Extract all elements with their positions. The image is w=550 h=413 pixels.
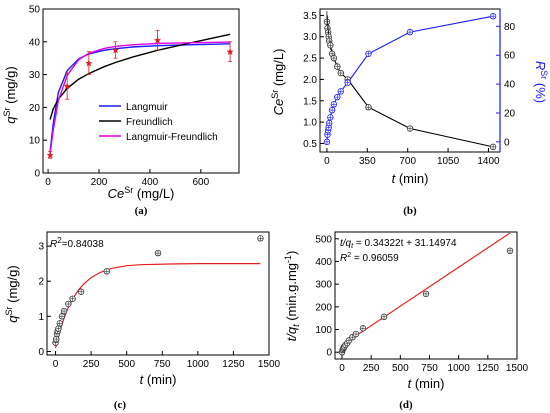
data-point — [154, 36, 162, 44]
x-tick-label: 250 — [83, 359, 100, 370]
x-tick-label: 200 — [91, 177, 108, 188]
ylabel-a: qSr (mg/g) — [2, 66, 18, 123]
x-tick-label: 1050 — [437, 156, 460, 167]
x-tick-label: 0 — [339, 363, 345, 374]
y2-tick-label: 0 — [504, 137, 510, 148]
linear-fit-line-d — [341, 232, 511, 346]
data-point — [85, 59, 93, 67]
x-tick-label: 700 — [399, 156, 416, 167]
ylabel-b: CeSr (mg/L) — [270, 49, 286, 116]
y-tick-label: 0.5 — [303, 139, 317, 150]
y-tick-label: 0 — [38, 347, 44, 358]
x-tick-label: 1500 — [506, 363, 529, 374]
y-tick-label: 200 — [315, 302, 332, 313]
y-tick-label: 2.0 — [303, 75, 317, 86]
panel-c: 0 250 500 750 1000 1250 1500 0 1 2 3 R2=0.84038 qS… — [4, 231, 281, 411]
data-point — [226, 48, 234, 56]
y-tick-label: 400 — [315, 257, 332, 268]
y-tick-label: 1 — [38, 312, 44, 323]
y-tick-label: 0 — [34, 169, 40, 180]
plot-frame-a — [42, 8, 240, 174]
panel-b: 0 350 700 1050 1400 0.5 1.0 1.5 2.0 2.5 3.0 3.5 0 20 4… — [270, 8, 549, 217]
x-tick-label: 0 — [324, 156, 330, 167]
x-tick-label: 0 — [45, 177, 51, 188]
xlabel-d: t (min) — [408, 376, 445, 391]
ylabel2-b: RSr (%) — [533, 61, 549, 103]
ylabel-c: qSr (mg/g) — [4, 265, 20, 322]
legend-a: Langmuir Freundlich Langmuir-Freundlich — [99, 102, 218, 143]
legend-label-langmuir: Langmuir — [126, 102, 168, 113]
legend-label-langmuir-freundlich: Langmuir-Freundlich — [126, 132, 218, 143]
y-tick-label: 500 — [315, 234, 332, 245]
data-point — [63, 82, 71, 90]
x-tick-label: 500 — [118, 359, 135, 370]
y2-tick-label: 60 — [504, 51, 516, 62]
y-tick-label: 3.0 — [303, 32, 317, 43]
r2-annotation-c: R2=0.84038 — [50, 236, 104, 250]
x-tick-label: 1000 — [448, 363, 471, 374]
y-tick-label: 1.0 — [303, 118, 317, 129]
y-tick-label: 3 — [38, 242, 44, 253]
x-tick-label: 0 — [53, 359, 59, 370]
r2-annotation-d: R2 = 0.96059 — [340, 252, 399, 264]
plot-frame-d — [334, 231, 518, 360]
y-tick-label: 1.5 — [303, 96, 317, 107]
x-tick-label: 500 — [392, 363, 409, 374]
x-tick-label: 750 — [154, 359, 171, 370]
y-tick-label: 2.5 — [303, 54, 317, 65]
y-tick-label: 50 — [29, 5, 41, 16]
x-tick-label: 1500 — [258, 359, 281, 370]
y-tick-label: 0 — [326, 348, 332, 359]
y-tick-label: 300 — [315, 280, 332, 291]
y2-tick-label: 80 — [504, 22, 516, 33]
fit-line-c — [54, 263, 261, 349]
x-tick-label: 400 — [142, 177, 159, 188]
caption-c: (c) — [114, 399, 127, 411]
fit-line-freundlich — [49, 33, 231, 120]
y-tick-label: 30 — [29, 70, 41, 81]
x-tick-label: 600 — [192, 177, 209, 188]
caption-d: (d) — [399, 399, 413, 411]
legend-label-freundlich: Freundlich — [126, 117, 173, 128]
equation-d: t/qt = 0.34322t + 31.14974 — [340, 238, 457, 250]
x-tick-label: 1400 — [477, 156, 500, 167]
y2-tick-label: 40 — [504, 80, 516, 91]
plot-frame-c — [46, 231, 270, 356]
panel-d: 0 250 500 750 1000 1250 1500 0 100 200 300 400 500 t… — [283, 231, 529, 411]
y-tick-label: 2 — [38, 277, 44, 288]
y-tick-label: 10 — [29, 136, 41, 147]
ylabel-d: t/qt (min.g.mg-1) — [283, 251, 301, 342]
panel-a: 0 200 400 600 0 10 20 30 40 50 Langmuir Freundlic… — [2, 5, 240, 217]
fit-line-langmuir — [49, 43, 231, 152]
x-tick-label: 1250 — [477, 363, 500, 374]
y-tick-label: 20 — [29, 103, 41, 114]
x-tick-label: 250 — [363, 363, 380, 374]
caption-b: (b) — [403, 205, 417, 217]
xlabel-c: t (min) — [140, 372, 177, 387]
xlabel-a: CeSr (mg/L) — [108, 185, 175, 201]
x-tick-label: 350 — [359, 156, 376, 167]
y-tick-label: 100 — [315, 325, 332, 336]
fit-line-langmuir-freundlich — [49, 41, 231, 155]
xlabel-b: t (min) — [392, 171, 429, 186]
caption-a: (a) — [135, 205, 148, 217]
x-tick-label: 750 — [421, 363, 438, 374]
data-point — [46, 151, 54, 159]
y2-tick-label: 20 — [504, 109, 516, 120]
x-tick-label: 1250 — [222, 359, 245, 370]
y-tick-label: 3.5 — [303, 11, 317, 22]
y-tick-label: 40 — [29, 37, 41, 48]
x-tick-label: 1000 — [187, 359, 210, 370]
data-point — [112, 46, 120, 54]
